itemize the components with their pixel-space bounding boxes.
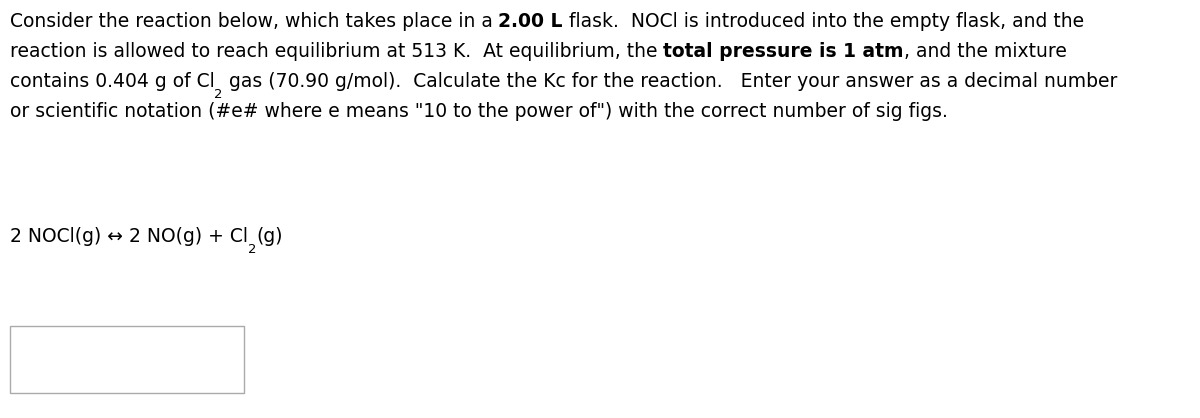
Text: flask.  NOCl is introduced into the empty flask, and the: flask. NOCl is introduced into the empty…: [563, 12, 1084, 31]
Text: total pressure is 1 atm: total pressure is 1 atm: [664, 42, 904, 61]
Text: 2 NOCl(g) ↔ 2 NO(g) + Cl: 2 NOCl(g) ↔ 2 NO(g) + Cl: [10, 227, 247, 247]
Text: gas (70.90 g/mol).  Calculate the Kc for the reaction.   Enter your answer as a : gas (70.90 g/mol). Calculate the Kc for …: [223, 72, 1117, 92]
Text: 2: 2: [215, 88, 223, 101]
Bar: [10, 326, 244, 393]
Text: (g): (g): [256, 227, 283, 247]
Text: , and the mixture: , and the mixture: [904, 42, 1067, 61]
Text: 2: 2: [247, 243, 256, 256]
Text: reaction is allowed to reach equilibrium at 513 K.  At equilibrium, the: reaction is allowed to reach equilibrium…: [10, 42, 664, 61]
Text: Consider the reaction below, which takes place in a: Consider the reaction below, which takes…: [10, 12, 498, 31]
Text: 2.00 L: 2.00 L: [498, 12, 563, 31]
Text: or scientific notation (#e# where e means "10 to the power of") with the correct: or scientific notation (#e# where e mean…: [10, 102, 948, 122]
Text: contains 0.404 g of Cl: contains 0.404 g of Cl: [10, 72, 215, 92]
